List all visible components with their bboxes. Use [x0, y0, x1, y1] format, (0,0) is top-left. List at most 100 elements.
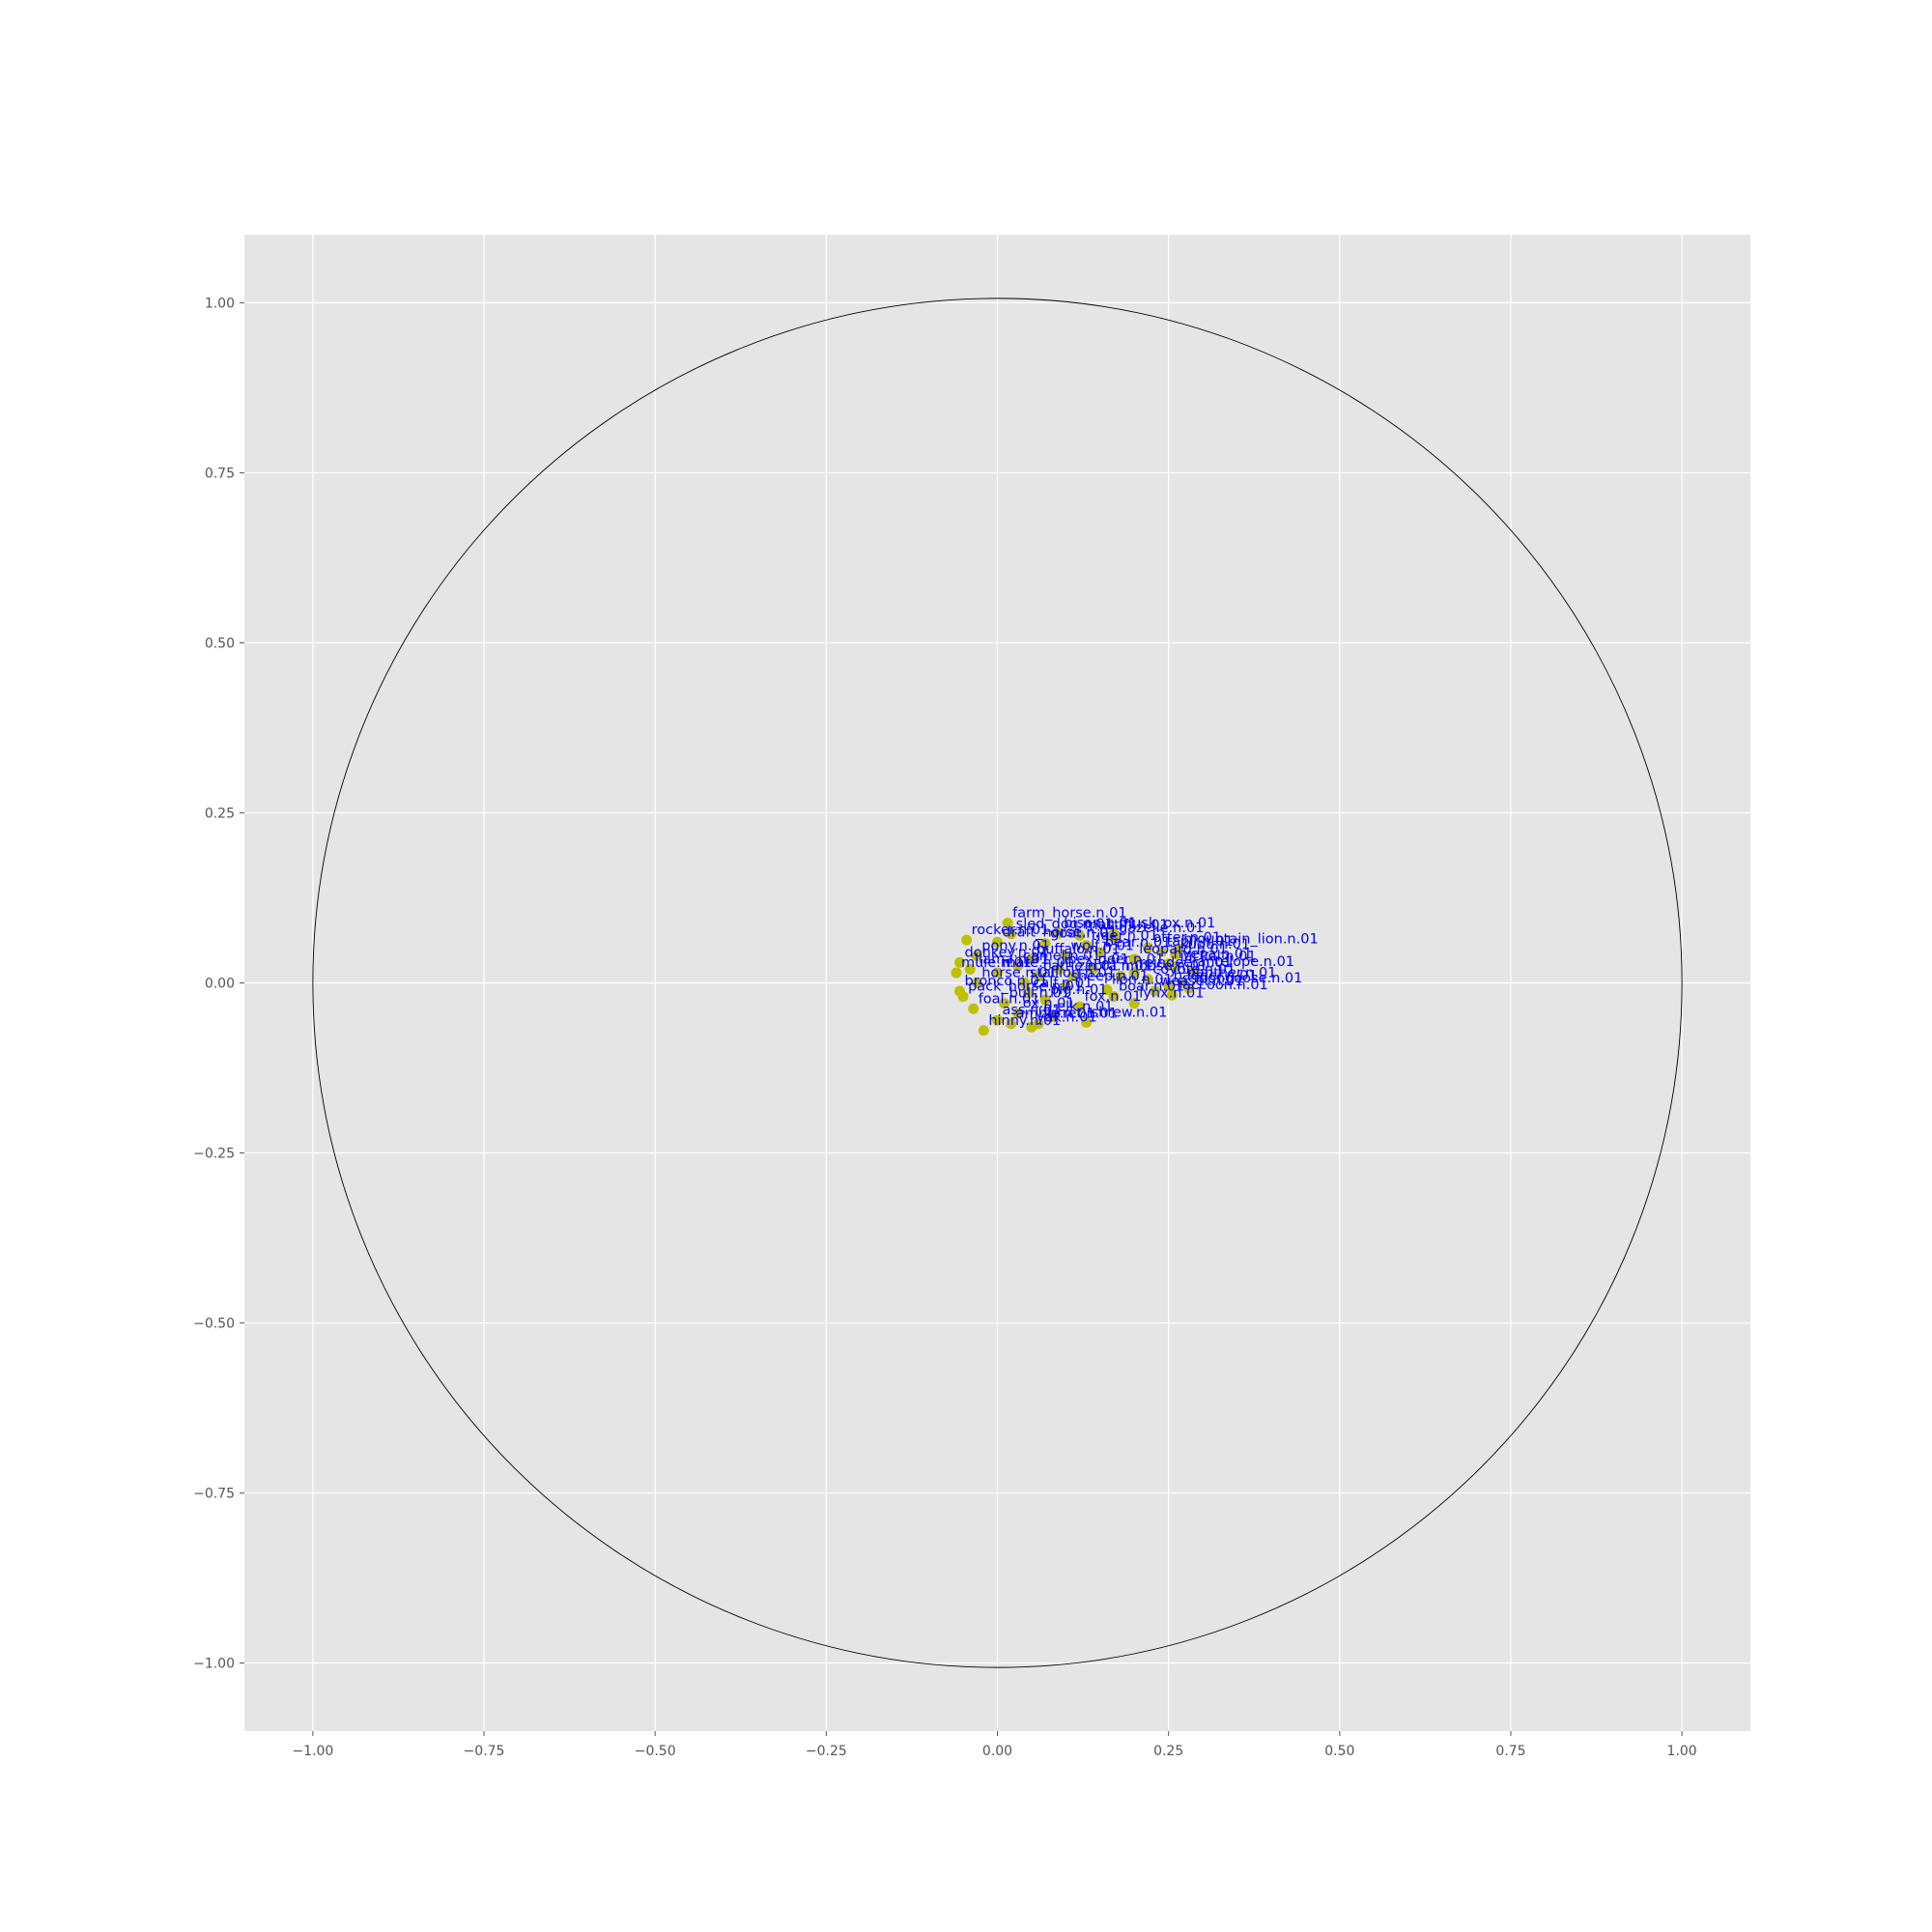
y-axis: −1.00 −0.75 −0.50 −0.25 0.00 0.25 0.50 0.75 1.00 — [193, 296, 244, 1672]
point-label: tapir.n.01 — [1167, 934, 1234, 950]
data-point — [1060, 950, 1071, 961]
point-label: bear.n.01 — [1105, 935, 1172, 951]
data-point — [1060, 980, 1071, 992]
data-point — [999, 998, 1010, 1009]
data-point — [1186, 966, 1198, 978]
data-point — [1039, 938, 1051, 950]
y-tick-label: 0.75 — [205, 466, 235, 481]
point-label: pack_horse.n.01 — [968, 980, 1083, 995]
point-label: boar.n.01 — [1119, 980, 1184, 995]
x-tick-label: 0.25 — [1153, 1744, 1183, 1759]
point-label: shrew.n.01 — [1092, 1005, 1168, 1020]
point-label: panther.n.01 — [1187, 966, 1277, 981]
point-label: goat.n.01 — [1050, 926, 1118, 942]
data-point — [992, 967, 1003, 979]
data-point — [1128, 953, 1140, 965]
y-tick-label: 1.00 — [205, 296, 235, 311]
data-point — [1006, 928, 1017, 940]
point-label: lynx.n.01 — [1139, 986, 1204, 1002]
grid-lines — [244, 235, 1750, 1731]
y-tick-label: −0.25 — [193, 1147, 235, 1162]
point-label: horse.n.01 — [981, 966, 1056, 981]
data-point — [1012, 960, 1024, 972]
data-point — [1166, 989, 1178, 1001]
data-point — [1170, 961, 1181, 973]
data-point — [1108, 932, 1120, 944]
point-label: rocker.n.01 — [972, 923, 1050, 938]
point-label: zebra.n.01 — [1077, 958, 1151, 974]
point-label: cattle.n.01 — [1043, 958, 1119, 974]
y-tick-label: −0.75 — [193, 1487, 235, 1502]
x-tick-label: −0.25 — [806, 1744, 847, 1759]
data-point — [1022, 987, 1034, 999]
point-label: reindeer.n.01 — [1139, 955, 1232, 971]
point-label: foal.n.01 — [979, 991, 1040, 1007]
point-label: ibex.n.01 — [1064, 952, 1128, 967]
x-axis: −1.00 −0.75 −0.50 −0.25 0.00 0.25 0.50 0.75 1.00 — [292, 1731, 1697, 1759]
data-point — [1088, 963, 1099, 975]
point-label: weasel.n.01 — [1159, 974, 1243, 989]
point-label: ferret.n.01 — [1043, 1007, 1118, 1022]
x-tick-label: 0.00 — [982, 1744, 1012, 1759]
data-point — [1033, 970, 1044, 981]
data-point — [992, 1014, 1003, 1026]
point-label: camel.n.01 — [1023, 949, 1101, 964]
data-point — [968, 1003, 980, 1014]
point-label: mountain_lion.n.01 — [1183, 931, 1318, 947]
data-point — [1081, 1016, 1093, 1028]
point-label: mare.n.01 — [1003, 955, 1074, 971]
data-point — [1128, 998, 1140, 1009]
point-label: calf.n.01 — [1033, 976, 1093, 991]
data-point — [1156, 946, 1168, 957]
point-label: sled_dog.n.01 — [1016, 917, 1114, 932]
data-point — [1142, 974, 1153, 985]
x-tick-label: 0.75 — [1495, 1744, 1525, 1759]
point-label: fox.n.01 — [1085, 989, 1142, 1005]
point-label: antelope.n.01 — [1197, 954, 1294, 970]
data-point — [1006, 1018, 1017, 1030]
data-point — [1101, 984, 1113, 996]
y-tick-label: −1.00 — [193, 1657, 235, 1672]
point-label: bull.n.01 — [1009, 986, 1070, 1002]
point-label: moose.n.01 — [1125, 958, 1208, 974]
x-tick-label: −1.00 — [292, 1744, 333, 1759]
data-point — [992, 936, 1003, 948]
data-point — [978, 1025, 989, 1037]
data-point — [1128, 967, 1140, 979]
point-label: mastiff.n.01 — [1085, 918, 1169, 933]
data-point — [951, 967, 962, 979]
point-label: draft_horse.n.01 — [1003, 924, 1118, 940]
point-label: gazelle.n.01 — [1119, 921, 1204, 936]
point-label: llama.n.01 — [975, 952, 1049, 967]
data-point — [971, 978, 982, 988]
point-label: bronco.n.01 — [965, 974, 1048, 989]
y-tick-label: −0.50 — [193, 1317, 235, 1332]
point-label: mongoose.n.01 — [1194, 971, 1302, 986]
data-point — [1019, 978, 1031, 988]
point-label: hyena.n.01 — [1174, 947, 1253, 962]
point-label: donkey.n.01 — [965, 945, 1049, 960]
data-point — [971, 950, 982, 961]
data-point — [1012, 1008, 1024, 1019]
data-point — [961, 934, 973, 946]
point-label: mule.n.01 — [961, 955, 1032, 971]
point-label: wolf.n.01 — [1070, 938, 1134, 953]
y-tick-label: 0.25 — [205, 806, 235, 821]
point-label: yak.n.01 — [1037, 1009, 1097, 1025]
point-label: bison.n.01 — [1064, 916, 1137, 931]
point-label: pig.n.01 — [1050, 982, 1107, 998]
point-label: hinny.n.01 — [988, 1013, 1061, 1029]
data-point — [1149, 985, 1160, 997]
data-point — [1094, 947, 1106, 958]
point-label: stallion.n.01 — [1030, 966, 1116, 981]
point-label: ox.n.01 — [1023, 996, 1075, 1011]
data-point — [1108, 991, 1120, 1003]
data-point — [1115, 970, 1126, 981]
y-tick-label: 0.50 — [205, 636, 235, 651]
data-point — [1142, 942, 1153, 953]
point-label: pony.n.01 — [981, 938, 1050, 953]
y-tick-label: 0.00 — [205, 977, 235, 992]
x-tick-label: 1.00 — [1667, 1744, 1697, 1759]
point-label: coyote.n.01 — [1152, 962, 1236, 978]
